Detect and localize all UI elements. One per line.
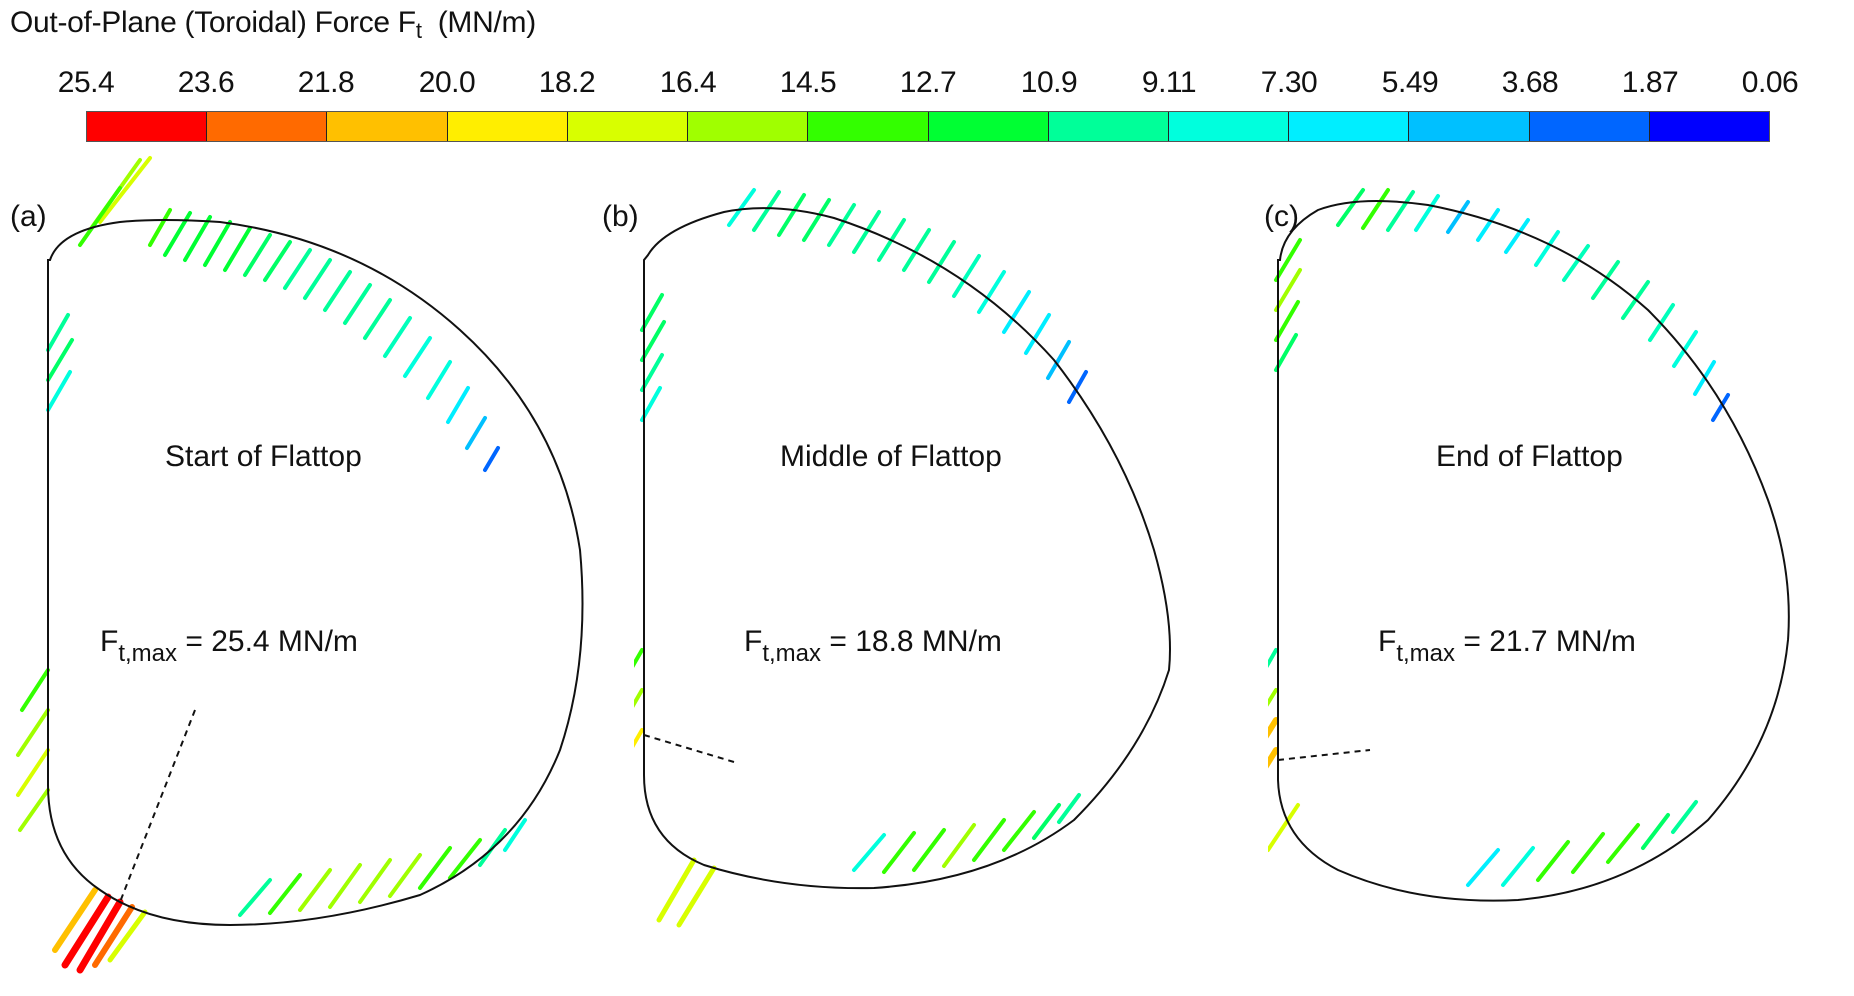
fmax-subscript: t,max <box>118 640 178 667</box>
fmax-subscript: t,max <box>1396 640 1456 667</box>
fmax-value: = 18.8 MN/m <box>821 625 1002 658</box>
panel-label: (a) <box>10 200 47 233</box>
fmax-symbol: F <box>744 625 763 658</box>
panel-b: (b) Middle of Flattop Ft,max = 18.8 MN/m <box>602 150 1254 996</box>
colorbar-tick: 12.7 <box>899 66 957 99</box>
coil-outline <box>1277 200 1790 902</box>
fmax-subscript: t,max <box>762 640 822 667</box>
colorbar-tick: 20.0 <box>418 66 476 99</box>
colorbar-tick: 7.30 <box>1260 66 1318 99</box>
colorbar-tick: 21.8 <box>297 66 355 99</box>
panel-caption: Middle of Flattop <box>780 440 1002 473</box>
colorbar-tick: 0.06 <box>1741 66 1799 99</box>
colorbar-tick: 1.87 <box>1621 66 1679 99</box>
colorbar-tick: 14.5 <box>779 66 837 99</box>
panel-caption: Start of Flattop <box>165 440 362 473</box>
colorbar-tick: 25.4 <box>57 66 115 99</box>
title-unit: (MN/m) <box>437 6 536 39</box>
colorbar-swatch <box>1168 112 1290 141</box>
colorbar-tick: 23.6 <box>177 66 235 99</box>
colorbar-swatch <box>567 112 689 141</box>
colorbar-tick: 3.68 <box>1501 66 1559 99</box>
fmax-annotation: Ft,max = 21.7 MN/m <box>1378 625 1636 668</box>
colorbar-swatch <box>207 112 328 141</box>
fmax-leader-line <box>119 709 196 903</box>
panel-caption: End of Flattop <box>1436 440 1623 473</box>
coil-contour-b <box>634 188 1171 928</box>
colorbar-swatch <box>688 112 809 141</box>
panel-label: (c) <box>1264 200 1299 233</box>
panel-c: (c) End of Flattop Ft,max = 21.7 MN/m <box>1264 150 1854 996</box>
colorbar-swatch <box>808 112 929 141</box>
colorbar-swatch <box>327 112 448 141</box>
panel-label: (b) <box>602 200 639 233</box>
fmax-value: = 25.4 MN/m <box>177 625 358 658</box>
colorbar-swatch <box>1289 112 1410 141</box>
colorbar-swatch <box>1048 112 1169 141</box>
fmax-symbol: F <box>100 625 119 658</box>
colorbar-tick: 5.49 <box>1381 66 1439 99</box>
colorbar-swatch <box>1649 112 1770 141</box>
colorbar-tick: 9.11 <box>1141 66 1197 99</box>
coil-outline <box>47 219 584 927</box>
title-main: Out-of-Plane (Toroidal) Force F <box>10 6 416 39</box>
panel-a: (a) Start of Flattop Ft,max = 25.4 MN/m <box>0 150 620 996</box>
fmax-leader-line <box>643 734 735 763</box>
fmax-value: = 21.7 MN/m <box>1455 625 1636 658</box>
colorbar-labels: 25.4 23.6 21.8 20.0 18.2 16.4 14.5 12.7 … <box>0 66 1854 106</box>
fmax-annotation: Ft,max = 25.4 MN/m <box>100 625 358 668</box>
coil-contour-c <box>1268 188 1790 902</box>
title-subscript: t <box>415 18 422 43</box>
colorbar-swatch <box>1529 112 1650 141</box>
colorbar-tick: 16.4 <box>659 66 717 99</box>
colorbar-swatch <box>928 112 1049 141</box>
fmax-symbol: F <box>1378 625 1397 658</box>
colorbar-tick: 18.2 <box>538 66 596 99</box>
figure-title: Out-of-Plane (Toroidal) Force Ft (MN/m) <box>10 6 536 44</box>
colorbar-tick: 10.9 <box>1020 66 1078 99</box>
fmax-annotation: Ft,max = 18.8 MN/m <box>744 625 1002 668</box>
fmax-leader-line <box>1277 749 1371 761</box>
colorbar-swatch <box>87 112 208 141</box>
coil-contour-a <box>16 156 584 974</box>
colorbar <box>86 111 1770 142</box>
coil-outline <box>643 207 1171 890</box>
colorbar-swatch <box>1409 112 1530 141</box>
colorbar-swatch <box>447 112 568 141</box>
